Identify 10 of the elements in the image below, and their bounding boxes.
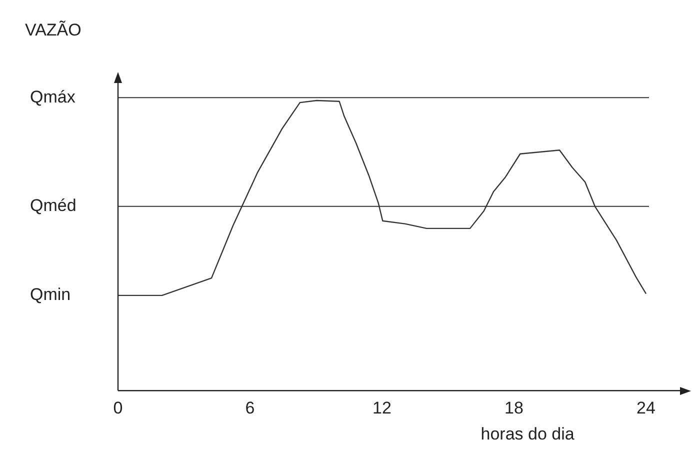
- x-tick-label: 24: [636, 398, 656, 418]
- y-axis-title: VAZÃO: [25, 20, 82, 40]
- x-tick-label: 0: [113, 398, 123, 418]
- x-tick-label: 6: [245, 398, 255, 418]
- ref-line-label: Qmáx: [30, 87, 76, 106]
- text: Qmin: [30, 285, 71, 304]
- x-axis-title: horas do dia: [480, 424, 575, 444]
- x-tick-label: 18: [504, 398, 524, 418]
- ref-line-label: Qméd: [30, 196, 76, 216]
- x-tick-label: 12: [372, 398, 392, 418]
